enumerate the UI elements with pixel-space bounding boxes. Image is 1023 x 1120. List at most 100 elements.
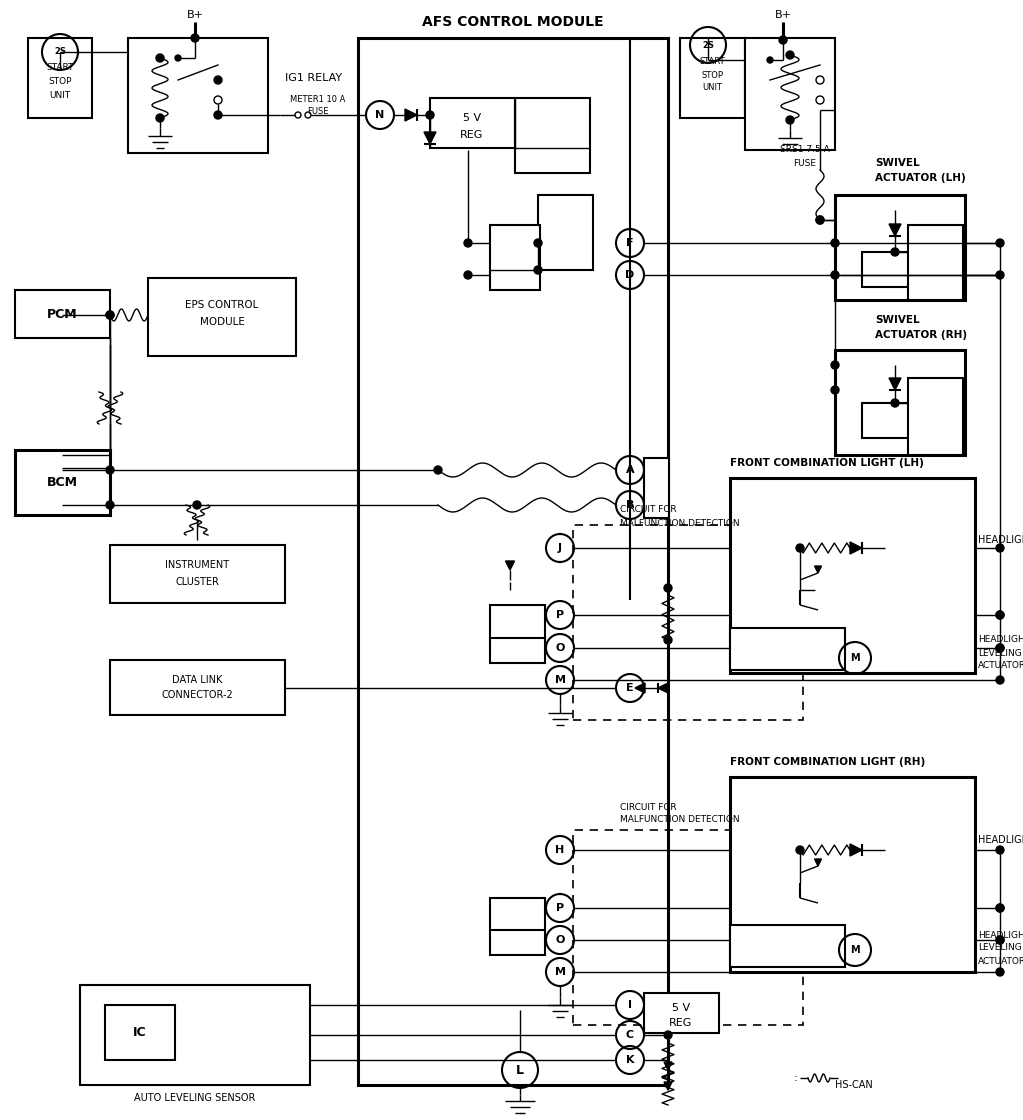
Bar: [28, 38, 92, 118]
Circle shape: [106, 311, 114, 319]
Text: SRS1 7.5 A: SRS1 7.5 A: [781, 146, 830, 155]
Bar: [680, 38, 745, 118]
Text: M: M: [850, 653, 859, 663]
Circle shape: [106, 311, 114, 319]
Text: E: E: [626, 683, 634, 693]
Text: AUTO LEVELING SENSOR: AUTO LEVELING SENSOR: [134, 1093, 256, 1103]
Polygon shape: [850, 844, 862, 856]
Bar: [730, 628, 845, 670]
Polygon shape: [889, 379, 901, 390]
Polygon shape: [850, 542, 862, 554]
Text: AFS CONTROL MODULE: AFS CONTROL MODULE: [422, 15, 604, 29]
Circle shape: [996, 612, 1004, 619]
Text: CIRCUIT FOR: CIRCUIT FOR: [620, 803, 676, 812]
Circle shape: [996, 904, 1004, 912]
Polygon shape: [658, 683, 668, 693]
Circle shape: [996, 676, 1004, 684]
Bar: [538, 195, 593, 270]
Circle shape: [767, 57, 773, 63]
Circle shape: [214, 111, 222, 119]
Text: REG: REG: [460, 130, 484, 140]
Bar: [730, 777, 975, 972]
Text: M: M: [554, 967, 566, 977]
Text: ACTUATOR (RH): ACTUATOR (RH): [875, 330, 967, 340]
Text: IC: IC: [133, 1027, 147, 1039]
Circle shape: [786, 116, 794, 124]
Circle shape: [191, 34, 199, 41]
Bar: [644, 458, 669, 517]
Bar: [490, 605, 545, 640]
Text: STOP: STOP: [701, 71, 723, 80]
Text: FRONT COMBINATION LIGHT (RH): FRONT COMBINATION LIGHT (RH): [730, 757, 925, 767]
Text: O: O: [555, 643, 565, 653]
Text: DATA LINK: DATA LINK: [172, 675, 222, 685]
Circle shape: [664, 636, 672, 644]
Circle shape: [786, 52, 794, 59]
Bar: [573, 525, 803, 720]
Polygon shape: [405, 109, 417, 121]
Text: ACTUATOR (LH): ACTUATOR (LH): [875, 172, 966, 183]
Circle shape: [996, 846, 1004, 853]
Text: ACTUATOR: ACTUATOR: [978, 662, 1023, 671]
Text: FUSE: FUSE: [307, 108, 328, 116]
Text: METER1 10 A: METER1 10 A: [291, 95, 346, 104]
Text: EPS CONTROL: EPS CONTROL: [185, 300, 259, 310]
Bar: [835, 349, 965, 455]
Circle shape: [996, 644, 1004, 652]
Text: BCM: BCM: [46, 476, 78, 489]
Text: MALFUNCTION DETECTION: MALFUNCTION DETECTION: [620, 815, 740, 824]
Polygon shape: [635, 683, 644, 693]
Text: PCM: PCM: [47, 308, 78, 321]
Text: B+: B+: [774, 10, 792, 20]
Polygon shape: [664, 1062, 672, 1070]
Circle shape: [155, 114, 164, 122]
Text: HEADLIGHT: HEADLIGHT: [978, 836, 1023, 844]
Bar: [908, 379, 963, 455]
Circle shape: [434, 466, 442, 474]
Text: L: L: [516, 1064, 524, 1076]
Circle shape: [816, 216, 824, 224]
Bar: [490, 898, 545, 933]
Text: I: I: [628, 1000, 632, 1010]
Text: J: J: [558, 543, 562, 553]
Bar: [490, 930, 545, 955]
Text: C: C: [626, 1030, 634, 1040]
Bar: [148, 278, 296, 356]
Bar: [110, 545, 285, 603]
Circle shape: [534, 239, 542, 248]
Text: UNIT: UNIT: [49, 92, 71, 101]
Text: START: START: [699, 57, 725, 66]
Circle shape: [816, 216, 824, 224]
Bar: [862, 403, 927, 438]
Text: A: A: [626, 465, 634, 475]
Text: CLUSTER: CLUSTER: [175, 577, 219, 587]
Circle shape: [831, 271, 839, 279]
Text: B+: B+: [186, 10, 204, 20]
Circle shape: [996, 644, 1004, 652]
Text: CIRCUIT FOR: CIRCUIT FOR: [620, 505, 676, 514]
Circle shape: [996, 904, 1004, 912]
Text: HEADLIGHT: HEADLIGHT: [978, 931, 1023, 940]
Text: HS-CAN: HS-CAN: [835, 1080, 873, 1090]
Bar: [490, 225, 540, 290]
Bar: [80, 984, 310, 1085]
Circle shape: [996, 544, 1004, 552]
Text: 5 V: 5 V: [463, 113, 481, 123]
Text: UNIT: UNIT: [702, 84, 722, 93]
Circle shape: [996, 239, 1004, 248]
Text: 2S: 2S: [702, 40, 714, 49]
Circle shape: [831, 361, 839, 368]
Circle shape: [464, 239, 472, 248]
Text: MODULE: MODULE: [199, 317, 244, 327]
Circle shape: [796, 544, 804, 552]
Bar: [490, 638, 545, 663]
Text: SWIVEL: SWIVEL: [875, 158, 920, 168]
Bar: [105, 1005, 175, 1060]
Text: 2S: 2S: [54, 47, 65, 56]
Circle shape: [796, 846, 804, 853]
Text: :: :: [794, 1073, 797, 1083]
Circle shape: [106, 466, 114, 474]
Text: INSTRUMENT: INSTRUMENT: [165, 560, 229, 570]
Text: N: N: [375, 110, 385, 120]
Text: M: M: [554, 675, 566, 685]
